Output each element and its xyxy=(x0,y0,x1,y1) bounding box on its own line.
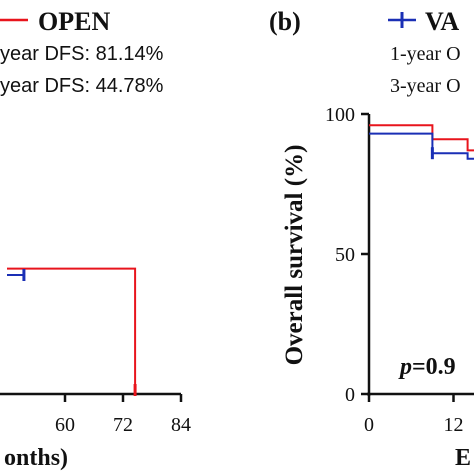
panel-a-x-tick-label: 84 xyxy=(171,414,191,436)
panel-a-annotation-2: year DFS: 44.78% xyxy=(0,75,164,97)
panel-a-series-open-line xyxy=(7,267,137,394)
panel-a-annotation-1: year DFS: 81.14% xyxy=(0,43,164,65)
panel-b-y-tick-label: 100 xyxy=(325,104,355,126)
panel-b-ticks: 0 50 100 0 12 xyxy=(325,104,464,436)
panel-b-y-tick-label: 50 xyxy=(335,244,355,266)
legend-open-label: OPEN xyxy=(38,7,110,36)
panel-a: OPEN year DFS: 81.14% year DFS: 44.78% o… xyxy=(0,7,191,471)
panel-b-x-tick-label: 0 xyxy=(364,414,374,436)
panel-b-annotation-2: 3-year O xyxy=(390,75,461,97)
panel-a-x-tick-label: 72 xyxy=(113,414,133,436)
panel-b-x-tick-label: 12 xyxy=(444,414,464,436)
panel-b-x-axis-label: E xyxy=(455,445,471,471)
panel-a-series xyxy=(7,267,137,396)
panel-a-x-axis-label: onths) xyxy=(4,445,68,471)
p-italic: p xyxy=(398,354,412,380)
panel-b-letter: (b) xyxy=(269,7,301,36)
panel-b-annotation-1: 1-year O xyxy=(390,43,461,65)
panel-b-y-axis-label: Overall survival (%) xyxy=(281,145,308,366)
panel-b-series-open-line xyxy=(369,124,474,152)
p-value-number: =0.9 xyxy=(412,354,456,380)
panel-a-x-tick-label: 60 xyxy=(55,414,75,436)
panel-b-p-value: p=0.9 xyxy=(398,354,456,380)
panel-b: (b) VA 1-year O 3-year O Overall surviva… xyxy=(269,7,474,471)
panel-a-x-ticks: 60 72 84 xyxy=(55,394,191,436)
legend-va-label: VA xyxy=(425,7,459,36)
panel-b-y-tick-label: 0 xyxy=(345,384,355,406)
panel-b-series xyxy=(369,124,474,160)
panel-b-series-va-line xyxy=(369,132,474,160)
